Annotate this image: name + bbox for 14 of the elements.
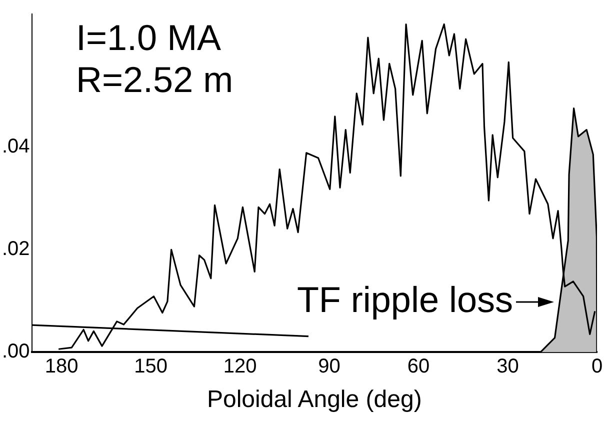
x-tick-label: 90: [318, 356, 340, 378]
x-tick-label: 30: [496, 356, 519, 378]
annotation: TF ripple loss: [296, 279, 513, 320]
annotation: I=1.0 MA: [76, 16, 222, 58]
y-tick-label: .02: [2, 238, 30, 260]
x-tick-label: 0: [591, 356, 603, 378]
x-tick-label: 150: [134, 356, 168, 378]
x-axis-title: Poloidal Angle (deg): [206, 386, 422, 414]
x-tick-label: 120: [223, 356, 257, 378]
annotation: R=2.52 m: [76, 58, 234, 100]
y-tick-label: .00: [2, 340, 30, 363]
y-tick-label: .04: [2, 136, 30, 158]
x-tick-label: 60: [407, 356, 430, 378]
x-tick-label: 180: [44, 356, 78, 378]
